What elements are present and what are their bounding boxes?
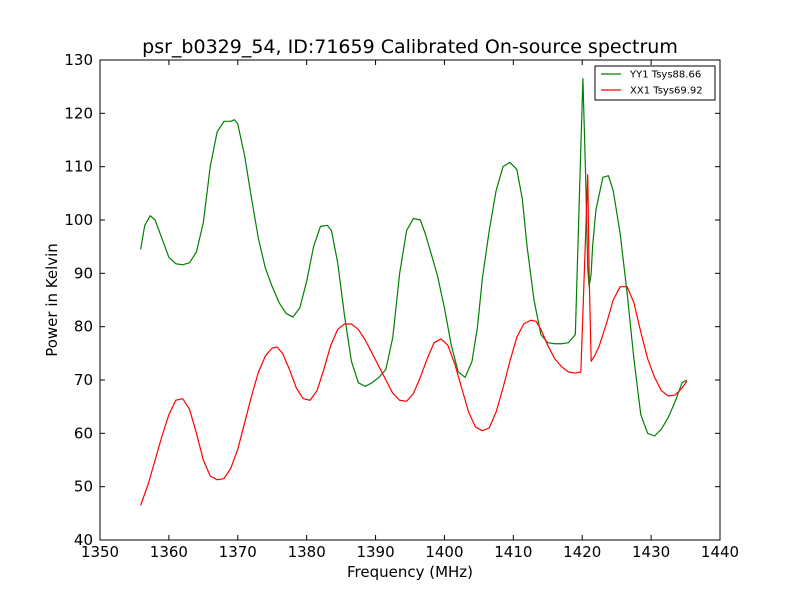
- y-axis-label: Power in Kelvin: [43, 243, 61, 357]
- ticks-group: 1350 1360 1370 1380 1390 1400 1410 1420 1430 1440…: [64, 51, 739, 561]
- y-tick-label: 60: [74, 424, 93, 442]
- y-tick-label: 130: [64, 51, 93, 69]
- x-axis-label: Frequency (MHz): [347, 563, 473, 581]
- y-tick-label: 100: [64, 211, 93, 229]
- x-tick-label: 1370: [219, 543, 257, 561]
- series-group: [140, 78, 688, 506]
- legend-label-yy1: YY1 Tsys88.66: [629, 70, 701, 81]
- y-tick-label: 80: [74, 318, 93, 336]
- legend-label-xx1: XX1 Tsys69.92: [630, 86, 703, 97]
- x-tick-label: 1390: [356, 543, 394, 561]
- y-tick-label: 90: [74, 264, 93, 282]
- x-tick-label: 1380: [288, 543, 326, 561]
- x-tick-label: 1410: [494, 543, 532, 561]
- y-tick-label: 110: [64, 158, 93, 176]
- x-tick-label: 1420: [563, 543, 601, 561]
- x-tick-label: 1430: [632, 543, 670, 561]
- x-tick-label: 1400: [425, 543, 463, 561]
- series-line-xx1: [140, 174, 688, 506]
- x-tick-label: 1350: [81, 543, 119, 561]
- chart-title: psr_b0329_54, ID:71659 Calibrated On-sou…: [142, 36, 678, 58]
- x-tick-label: 1440: [701, 543, 739, 561]
- legend-box: [594, 65, 716, 101]
- y-tick-label: 40: [74, 531, 93, 549]
- y-tick-label: 120: [64, 104, 93, 122]
- y-tick-label: 50: [74, 478, 93, 496]
- y-tick-label: 70: [74, 371, 93, 389]
- plot-area: [99, 59, 721, 541]
- x-tick-label: 1360: [150, 543, 188, 561]
- series-line-yy1: [140, 78, 688, 437]
- legend: YY1 Tsys88.66 XX1 Tsys69.92: [594, 65, 716, 101]
